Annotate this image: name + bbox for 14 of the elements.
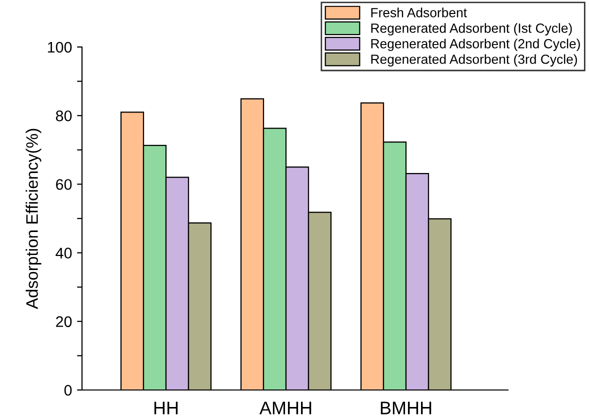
- x-tick-label: AMHH: [259, 402, 312, 414]
- y-axis-title: Adsorption Efficiency(%): [26, 128, 42, 310]
- y-tick-label: 100: [48, 42, 72, 53]
- x-tick-label: HH: [154, 402, 178, 414]
- y-tick-label: 0: [64, 384, 72, 396]
- y-tick-label: 20: [56, 316, 72, 328]
- y-tick-label: 60: [56, 179, 72, 190]
- y-tick-label: 40: [56, 248, 72, 258]
- legend-label: Regenerated Adsorbent (3rd Cycle): [371, 54, 577, 67]
- x-tick-label: BMHH: [380, 402, 432, 414]
- legend-label: Fresh Adsorbent: [371, 8, 467, 18]
- legend-label: Regenerated Adsorbent (Ist Cycle): [371, 23, 572, 36]
- y-tick-label: 80: [56, 110, 72, 122]
- legend-label: Regenerated Adsorbent (2nd Cycle): [371, 38, 580, 51]
